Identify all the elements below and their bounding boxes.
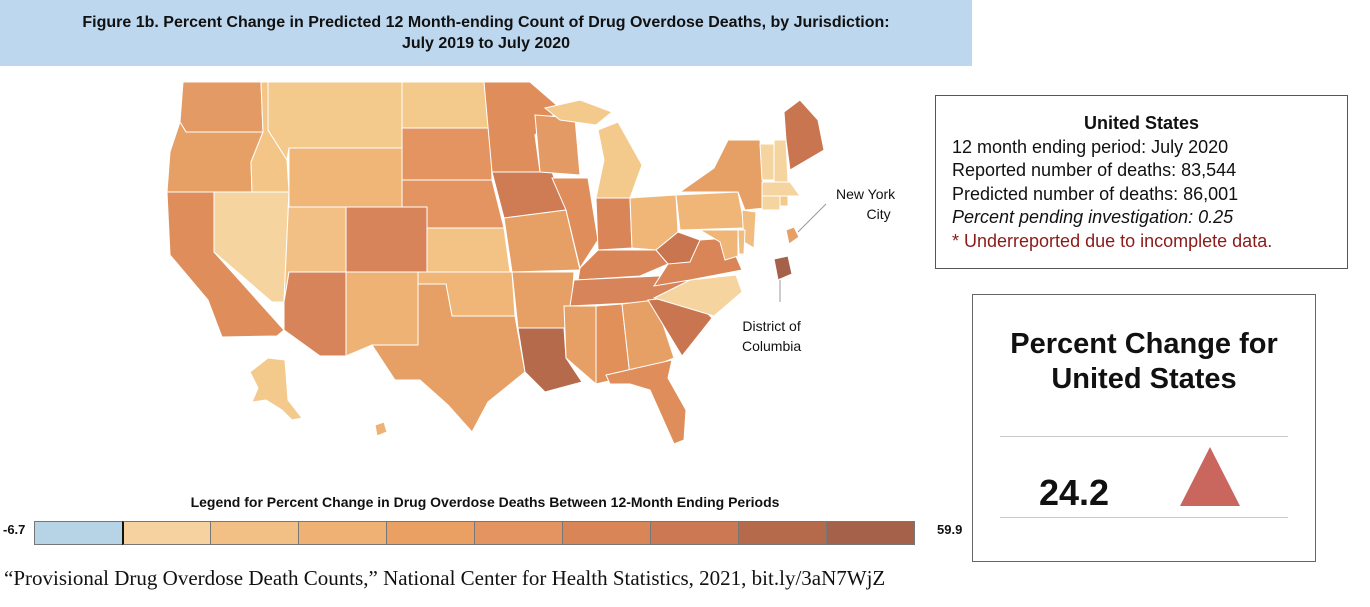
legend-swatch [474, 521, 563, 545]
triangle-up-icon [1180, 447, 1240, 506]
state-vermont[interactable] [759, 143, 775, 181]
legend-swatch [826, 521, 915, 545]
state-louisiana[interactable] [517, 327, 583, 393]
state-new-hampshire[interactable] [773, 139, 789, 183]
legend-swatch [298, 521, 387, 545]
state-wisconsin[interactable] [534, 114, 581, 176]
state-maine[interactable] [783, 99, 825, 171]
state-north-carolina[interactable] [652, 274, 743, 317]
legend-swatch [738, 521, 827, 545]
legend-swatch [386, 521, 475, 545]
percent-change-title: Percent Change for United States [973, 327, 1315, 397]
percent-change-title-line2: United States [1051, 363, 1237, 395]
state-south-dakota[interactable] [401, 127, 493, 181]
us-info-box: United States 12 month ending period: Ju… [935, 95, 1348, 269]
nyc-callout-line2: City [866, 206, 891, 222]
nyc-callout-line1: New York [836, 186, 896, 202]
inset-new-york-city[interactable] [785, 226, 800, 245]
state-arizona[interactable] [283, 271, 347, 357]
citation: “Provisional Drug Overdose Death Counts,… [4, 566, 886, 590]
info-period: 12 month ending period: July 2020 [952, 136, 1229, 157]
state-hawaii[interactable] [374, 421, 388, 437]
info-footnote: * Underreported due to incomplete data. [952, 230, 1273, 251]
state-kentucky[interactable] [577, 249, 669, 281]
legend-max-label: 59.9 [937, 522, 963, 537]
state-illinois[interactable] [551, 177, 599, 270]
state-florida[interactable] [605, 359, 687, 445]
inset-district-of-columbia[interactable] [773, 255, 793, 281]
info-predicted-deaths: Predicted number of deaths: 86,001 [952, 183, 1239, 204]
percent-change-title-line1: Percent Change for [1010, 328, 1278, 360]
legend-color-bar [34, 521, 915, 545]
state-pennsylvania[interactable] [675, 191, 746, 231]
state-texas[interactable] [371, 283, 526, 433]
state-wyoming[interactable] [288, 147, 403, 208]
legend-swatch [122, 521, 211, 545]
state-rhode-island[interactable] [779, 195, 789, 207]
state-colorado[interactable] [345, 206, 428, 273]
legend-swatch [562, 521, 651, 545]
legend-swatch [650, 521, 739, 545]
state-new-mexico[interactable] [345, 271, 419, 357]
info-box-title: United States [1083, 113, 1200, 133]
legend-swatch [34, 521, 123, 545]
percent-change-divider-top [1000, 436, 1288, 437]
dc-callout-line2: Columbia [742, 338, 802, 354]
state-delaware[interactable] [737, 229, 746, 255]
state-north-dakota[interactable] [401, 81, 491, 129]
state-indiana[interactable] [595, 197, 633, 251]
percent-change-value: 24.2 [1039, 472, 1110, 513]
legend-min-label: -6.7 [3, 522, 26, 537]
state-alaska[interactable] [249, 357, 303, 421]
state-west-virginia[interactable] [655, 231, 701, 265]
figure-title-line1: Figure 1b. Percent Change in Predicted 1… [82, 14, 890, 31]
state-kansas[interactable] [426, 227, 511, 273]
info-pending: Percent pending investigation: 0.25 [952, 207, 1234, 227]
nyc-leader-line [797, 203, 827, 233]
figure-title-banner: Figure 1b. Percent Change in Predicted 1… [0, 0, 972, 66]
us-choropleth-map [166, 81, 827, 445]
figure-title-line2: July 2019 to July 2020 [401, 35, 571, 52]
nyc-callout: New York City [836, 184, 895, 224]
legend-title: Legend for Percent Change in Drug Overdo… [190, 494, 780, 510]
state-connecticut[interactable] [761, 195, 781, 211]
legend-swatch [210, 521, 299, 545]
state-washington[interactable] [179, 81, 264, 133]
percent-change-box: Percent Change for United States 24.2 [972, 294, 1316, 562]
info-reported-deaths: Reported number of deaths: 83,544 [952, 160, 1237, 180]
dc-callout: District of Columbia [742, 316, 801, 356]
state-michigan-lower[interactable] [595, 121, 643, 199]
state-oregon[interactable] [166, 120, 264, 193]
state-massachusetts[interactable] [761, 181, 801, 197]
percent-change-divider-bottom [1000, 517, 1288, 518]
dc-callout-line1: District of [742, 318, 801, 334]
state-maryland[interactable] [698, 229, 739, 261]
state-michigan-upper[interactable] [543, 99, 613, 126]
